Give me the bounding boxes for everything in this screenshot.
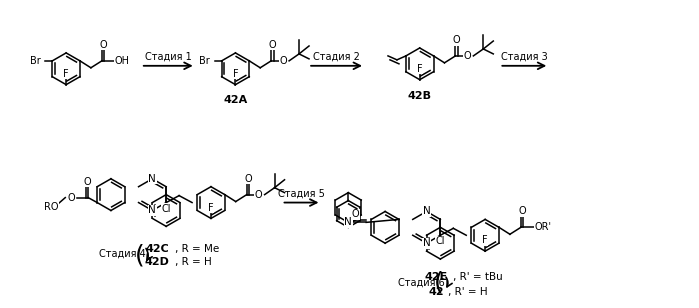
Text: (: ( [433,271,443,295]
Text: F: F [417,64,422,74]
Text: 42C: 42C [145,244,169,254]
Text: Стадия 1: Стадия 1 [145,52,192,62]
Text: O: O [67,192,75,203]
Text: O: O [463,51,471,61]
Text: Стадия 2: Стадия 2 [313,52,360,62]
Text: Стадия 3: Стадия 3 [501,52,548,62]
Text: Стадия 5: Стадия 5 [278,188,325,199]
Text: 42: 42 [428,287,445,297]
Text: , R' = H: , R' = H [449,287,488,297]
Text: O: O [99,40,107,50]
Text: OH: OH [114,56,129,66]
Text: O: O [280,56,287,66]
Text: Стадия 6: Стадия 6 [398,278,445,288]
Text: N: N [423,206,431,217]
Text: O: O [255,190,262,200]
Text: O: O [453,35,461,45]
Text: 42A: 42A [223,95,247,105]
Text: 42E: 42E [425,272,448,282]
Text: , R = H: , R = H [175,257,212,267]
Text: N: N [148,205,157,216]
Text: 42D: 42D [145,257,170,267]
Text: F: F [482,235,488,245]
Text: N: N [345,217,352,227]
Text: OR': OR' [534,222,552,232]
Text: F: F [64,69,69,79]
Text: F: F [233,69,238,79]
Text: , R' = tBu: , R' = tBu [454,272,503,282]
Text: (: ( [134,243,144,267]
Text: , R = Me: , R = Me [175,244,219,254]
Text: N: N [423,238,431,248]
Text: O: O [83,177,91,187]
Text: RO: RO [44,201,59,212]
Text: Стадия 4: Стадия 4 [99,249,146,259]
Text: O: O [244,174,252,184]
Text: O: O [352,209,359,219]
Text: Br: Br [30,56,41,66]
Text: Cl: Cl [435,236,445,246]
Text: 42B: 42B [408,91,432,100]
Text: F: F [208,203,214,213]
Text: N: N [148,174,157,184]
Text: O: O [268,40,276,50]
Text: Br: Br [199,56,210,66]
Text: Cl: Cl [161,204,171,213]
Text: O: O [518,206,526,217]
